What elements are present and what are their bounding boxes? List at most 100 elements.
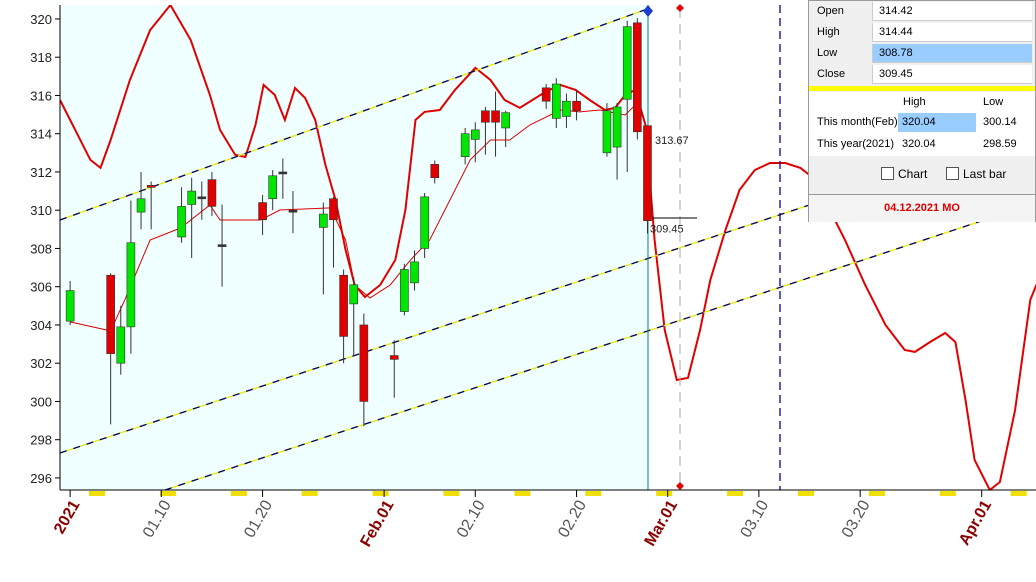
candle-body xyxy=(288,209,298,213)
candle-body xyxy=(541,87,551,102)
row-value: 314.42 xyxy=(872,2,1032,21)
candle-body xyxy=(207,179,217,207)
candle-body xyxy=(278,171,288,175)
y-tick-label: 310 xyxy=(30,203,52,218)
x-tick-label: Mar.01 xyxy=(642,497,682,549)
x-tick-label: 03.10 xyxy=(738,497,773,540)
weekend-marker xyxy=(585,491,602,496)
candle-body xyxy=(217,244,227,247)
candle-body xyxy=(572,100,581,112)
weekend-marker xyxy=(89,491,105,496)
candle-body xyxy=(420,196,429,249)
checkbox[interactable]: Last bar xyxy=(946,167,1006,181)
candle-body xyxy=(400,269,409,312)
weekend-marker xyxy=(443,491,460,496)
y-tick-label: 298 xyxy=(30,433,52,448)
footer: 04.12.2021 MO xyxy=(809,194,1035,222)
weekend-marker xyxy=(1010,491,1027,496)
candle-body xyxy=(562,100,571,117)
candle-body xyxy=(491,110,500,123)
channel-line xyxy=(164,202,1036,490)
candle-body xyxy=(349,284,359,305)
row-value: 308.78 xyxy=(872,44,1032,63)
y-tick-label: 312 xyxy=(30,165,52,180)
weekend-marker xyxy=(656,491,673,496)
candle-body xyxy=(430,164,440,178)
candle-body xyxy=(501,112,510,129)
x-tick-label: 02.20 xyxy=(555,497,590,540)
col-header: Low xyxy=(983,96,1004,108)
checkbox-label: Last bar xyxy=(963,167,1007,181)
candle-body xyxy=(470,129,480,140)
candle-body xyxy=(602,110,612,154)
x-tick-label: 03.20 xyxy=(839,497,874,540)
y-tick-label: 296 xyxy=(30,471,52,486)
y-tick-label: 318 xyxy=(30,50,52,65)
row-label: Open xyxy=(817,5,844,17)
checkbox-label: Chart xyxy=(898,167,928,181)
row-value: 314.44 xyxy=(872,23,1032,42)
price-label: 309.45 xyxy=(650,224,684,236)
trend-channel xyxy=(60,7,1036,490)
row-value: 309.45 xyxy=(872,65,1032,84)
weekend-marker xyxy=(868,491,885,496)
candle-body xyxy=(146,185,156,188)
x-tick-label: Feb.01 xyxy=(358,497,398,549)
candle-body xyxy=(136,198,146,213)
candle-body xyxy=(460,133,470,157)
row-label: This month(Feb) xyxy=(817,116,898,128)
candle-body xyxy=(612,106,622,148)
history-area xyxy=(60,5,648,490)
x-tick-label: 2021 xyxy=(51,497,84,536)
candle-body xyxy=(622,26,632,100)
weekend-marker xyxy=(301,491,318,496)
candle-body xyxy=(126,242,136,328)
channel-line xyxy=(60,7,651,221)
candle-body xyxy=(106,274,115,354)
candle-body xyxy=(197,196,207,200)
diamond xyxy=(676,4,684,12)
y-tick-label: 304 xyxy=(30,318,52,333)
row-value: 298.59 xyxy=(983,138,1017,150)
y-tick-label: 320 xyxy=(30,12,52,27)
y-tick-label: 302 xyxy=(30,356,52,371)
candle-body xyxy=(481,110,490,123)
candle-body xyxy=(410,261,419,284)
candle-body xyxy=(633,22,642,133)
row-value: 320.04 xyxy=(902,138,936,150)
checkbox[interactable]: Chart xyxy=(881,167,927,181)
x-tick-label: 01.10 xyxy=(140,497,175,540)
price-label: 313.67 xyxy=(655,135,689,147)
candle-body xyxy=(329,198,338,221)
weekend-marker xyxy=(514,491,531,496)
row-label: High xyxy=(817,26,840,38)
diamond xyxy=(676,482,684,490)
x-tick-label: Apr.01 xyxy=(956,497,995,548)
candle-body xyxy=(643,125,652,222)
row-label: This year(2021) xyxy=(817,138,895,150)
candle-body xyxy=(339,274,348,337)
candle-body xyxy=(319,213,328,228)
y-tick-label: 306 xyxy=(30,280,52,295)
y-tick-label: 300 xyxy=(30,394,52,409)
weekend-marker xyxy=(372,491,389,496)
y-tick-label: 314 xyxy=(30,127,52,142)
candle-body xyxy=(187,190,196,205)
diamond xyxy=(643,5,653,17)
row-value: 320.04 xyxy=(898,113,976,132)
row-value: 300.14 xyxy=(983,116,1017,128)
y-tick-label: 316 xyxy=(30,88,52,103)
candle-body xyxy=(268,175,278,200)
x-tick-label: 01.20 xyxy=(241,497,276,540)
weekend-marker xyxy=(727,491,744,496)
weekend-marker xyxy=(159,491,176,496)
x-tick-label: 02.10 xyxy=(454,497,489,540)
weekend-marker xyxy=(230,491,247,496)
candle-body xyxy=(65,290,75,322)
weekend-marker xyxy=(939,491,956,496)
candle-body xyxy=(552,83,561,119)
weekend-marker xyxy=(798,491,814,496)
y-tick-label: 308 xyxy=(30,241,52,256)
candle-body xyxy=(258,202,267,221)
